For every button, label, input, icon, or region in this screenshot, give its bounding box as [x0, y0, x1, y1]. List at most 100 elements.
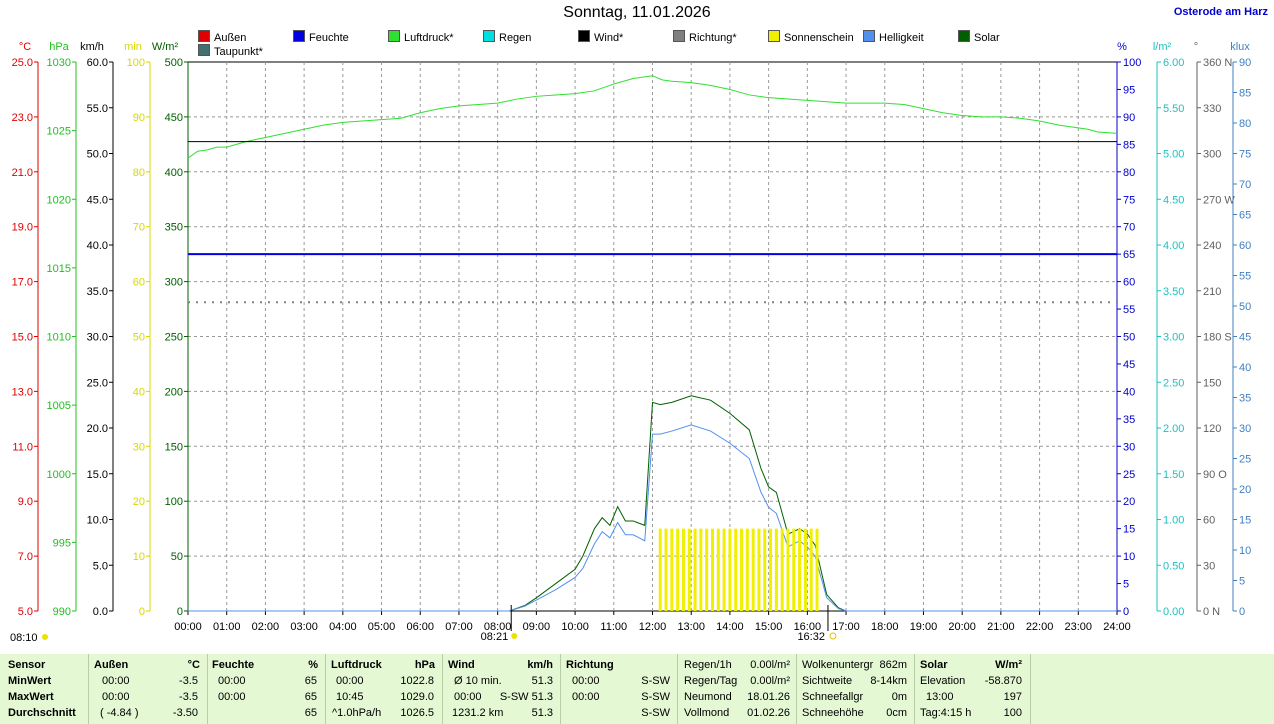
feuchte-max-value: 65 — [304, 691, 317, 703]
legend-label: Außen — [214, 32, 247, 44]
sunrise-label: 08:10 — [10, 632, 38, 644]
y-tick-label: 30 — [1123, 441, 1135, 453]
y-tick-label: 360 N — [1203, 57, 1232, 69]
wind-min-label: Ø 10 min. — [454, 675, 502, 687]
neumond-value: 18.01.26 — [747, 691, 790, 703]
y-tick-label: 0.0 — [93, 606, 108, 618]
legend-item-1: Taupunkt* — [198, 44, 263, 58]
feuchte-unit: % — [308, 659, 318, 671]
location-label: Osterode am Harz — [1173, 6, 1268, 18]
y-tick-label: 0 — [177, 606, 183, 618]
y-tick-label: 3.00 — [1163, 332, 1184, 344]
y-tick-label: 300 — [165, 277, 183, 289]
legend-label: Richtung* — [689, 32, 737, 44]
x-tick-label: 18:00 — [871, 621, 899, 633]
legend-swatch — [198, 44, 210, 56]
wind-max-time: 00:00 — [454, 691, 482, 703]
y-tick-label: 400 — [165, 167, 183, 179]
y-tick-label: 1005 — [47, 400, 71, 412]
vollmond-label: Vollmond — [684, 707, 730, 719]
y-tick-label: 15.0 — [12, 332, 33, 344]
wolken-label: Wolkenuntergr — [802, 659, 874, 671]
chart-title: Sonntag, 11.01.2026 — [563, 4, 711, 21]
y-tick-label: 15 — [1239, 515, 1251, 527]
x-tick-label: 01:00 — [213, 621, 241, 633]
legend-swatch — [293, 30, 305, 42]
legend-item-5: Wind* — [578, 30, 623, 44]
regen-1h-value: 0.00l/m² — [750, 659, 790, 671]
aussen-header: Außen — [94, 659, 129, 671]
y-tick-label: 50 — [133, 332, 145, 344]
y-tick-label: 1015 — [47, 263, 71, 275]
luftdruck-max-value: 1029.0 — [400, 691, 434, 703]
neumond-label: Neumond — [684, 691, 732, 703]
y-tick-label: 0 — [139, 606, 145, 618]
y-tick-label: 60 — [1239, 240, 1251, 252]
y-tick-label: 5.00 — [1163, 149, 1184, 161]
legend-item-8: Helligkeit — [863, 30, 924, 44]
legend-label: Regen — [499, 32, 532, 44]
y-tick-label: 0 — [1123, 606, 1129, 618]
x-tick-label: 04:00 — [329, 621, 357, 633]
y-tick-label: 150 — [1203, 377, 1221, 389]
row-label-min: MinWert — [8, 675, 52, 687]
y-tick-label: 60.0 — [87, 57, 108, 69]
wind-distance: 1231.2 km — [452, 707, 504, 719]
y-tick-label: 150 — [165, 441, 183, 453]
schneefall-value: 0m — [891, 691, 907, 703]
x-tick-label: 21:00 — [987, 621, 1015, 633]
y-tick-label: 180 S — [1203, 332, 1232, 344]
y-axis-unit: l/m² — [1153, 41, 1172, 53]
y-tick-label: 80 — [133, 167, 145, 179]
legend-swatch — [578, 30, 590, 42]
legend-swatch — [198, 30, 210, 42]
aussen-avg-note: ( -4.84 ) — [100, 707, 139, 719]
legend-swatch — [388, 30, 400, 42]
y-axis-unit: hPa — [49, 41, 69, 53]
luftdruck-min-time: 00:00 — [336, 675, 364, 687]
y-tick-label: 65 — [1123, 249, 1135, 261]
y-tick-label: 25.0 — [12, 57, 33, 69]
y-tick-label: 5 — [1123, 579, 1129, 591]
x-tick-label: 22:00 — [1026, 621, 1054, 633]
y-tick-label: 85 — [1123, 139, 1135, 151]
y-tick-label: 45 — [1239, 332, 1251, 344]
x-tick-label: 17:00 — [832, 621, 860, 633]
luftdruck-min-value: 1022.8 — [400, 675, 434, 687]
y-tick-label: 30 — [1203, 560, 1215, 572]
y-tick-label: 20 — [133, 496, 145, 508]
x-tick-label: 13:00 — [677, 621, 705, 633]
solar-header: Solar — [920, 659, 948, 671]
x-tick-label: 10:00 — [561, 621, 589, 633]
row-label-max: MaxWert — [8, 691, 54, 703]
y-axis-unit: klux — [1230, 41, 1250, 53]
vollmond-value: 01.02.26 — [747, 707, 790, 719]
x-tick-label: 08:00 — [484, 621, 512, 633]
y-axis-unit: min — [124, 41, 142, 53]
legend-swatch — [673, 30, 685, 42]
richtung-header: Richtung — [566, 659, 614, 671]
y-tick-label: 23.0 — [12, 112, 33, 124]
solar-unit: W/m² — [995, 659, 1022, 671]
y-tick-label: 55.0 — [87, 103, 108, 115]
feuchte-header: Feuchte — [212, 659, 255, 671]
x-tick-label: 06:00 — [406, 621, 434, 633]
y-tick-label: 330 — [1203, 103, 1221, 115]
y-tick-label: 240 — [1203, 240, 1221, 252]
y-tick-label: 1010 — [47, 332, 71, 344]
y-tick-label: 1030 — [47, 57, 71, 69]
aussen-unit: °C — [187, 659, 200, 671]
feuchte-min-time: 00:00 — [218, 675, 246, 687]
richtung-avg-value: S-SW — [641, 707, 670, 719]
y-tick-label: 500 — [165, 57, 183, 69]
y-tick-label: 995 — [53, 537, 71, 549]
richtung-min-time: 00:00 — [572, 675, 600, 687]
legend-item-6: Richtung* — [673, 30, 737, 44]
y-tick-label: 100 — [127, 57, 145, 69]
elevation-value: -58.870 — [984, 675, 1022, 687]
x-tick-label: 16:00 — [794, 621, 822, 633]
y-tick-label: 20 — [1123, 496, 1135, 508]
y-tick-label: 50 — [1123, 332, 1135, 344]
x-tick-label: 23:00 — [1065, 621, 1093, 633]
x-tick-label: 03:00 — [290, 621, 318, 633]
